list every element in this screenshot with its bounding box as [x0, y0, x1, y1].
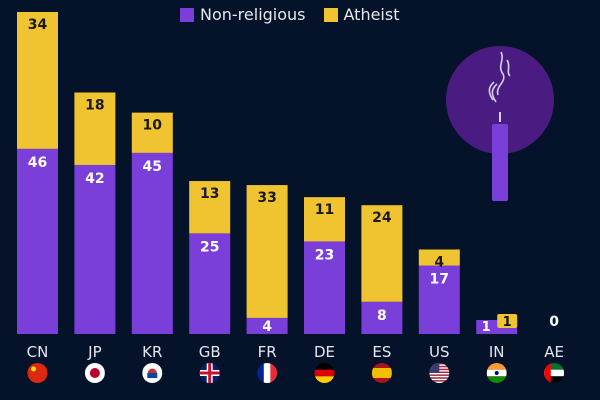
bar-atheist-cn: [17, 12, 58, 149]
tick-label-jp: JP: [87, 343, 101, 361]
bar-atheist-kr: [131, 112, 173, 153]
label-non-religious-fr: 4: [262, 319, 272, 335]
spain-flag-icon: [371, 363, 392, 383]
smoke-line: [488, 81, 495, 101]
bar-non-religious-fr: [246, 317, 288, 334]
tick-label-kr: KR: [142, 343, 162, 361]
tick-label-fr: FR: [258, 343, 277, 361]
france-flag-icon: [257, 363, 278, 383]
label-non-religious-es: 8: [377, 308, 387, 324]
legend-swatch-non-religious: [180, 7, 194, 22]
smoke-line: [496, 51, 505, 96]
bar-non-religious-cn: [17, 148, 58, 334]
bar-non-religious-us: [418, 265, 460, 334]
label-atheist-in: 1: [503, 315, 512, 330]
bar-atheist-jp: [74, 92, 116, 165]
legend-item-atheist: Atheist: [323, 5, 400, 24]
japan-flag-icon: [84, 363, 105, 383]
tick-label-cn: CN: [27, 343, 49, 361]
bar-atheist-gb: [189, 181, 231, 234]
bar-atheist-fr: [246, 185, 288, 318]
smoke-line: [506, 59, 511, 77]
bar-atheist-es: [361, 205, 403, 302]
label-atheist-kr: 10: [143, 118, 163, 134]
usa-flag-icon: [429, 363, 450, 383]
bar-atheist-de: [304, 197, 345, 242]
label-non-religious-jp: 42: [85, 171, 104, 187]
bar-non-religious-kr: [131, 152, 173, 334]
candle-body: [492, 124, 508, 201]
south-korea-flag-icon: [142, 363, 163, 383]
label-atheist-es: 24: [372, 210, 392, 226]
label-atheist-fr: 33: [257, 190, 276, 206]
legend: Non-religious Atheist: [180, 5, 409, 24]
label-non-religious-us: 17: [430, 272, 449, 288]
bar-non-religious-de: [304, 241, 345, 334]
bar-atheist-in: [497, 314, 518, 328]
label-non-religious-gb: 25: [200, 239, 219, 255]
extinguished-candle-icon: [446, 46, 554, 201]
bar-non-religious-gb: [189, 233, 231, 334]
label-non-religious-de: 23: [315, 247, 334, 263]
legend-label-non-religious: Non-religious: [200, 5, 306, 24]
uk-flag-icon: [199, 363, 220, 383]
label-non-religious-cn: 46: [28, 155, 47, 171]
label-atheist-jp: 18: [85, 98, 104, 114]
legend-item-non-religious: Non-religious: [180, 5, 306, 24]
legend-label-atheist: Atheist: [343, 5, 400, 24]
smoke-line: [491, 83, 498, 103]
bar-atheist-us: [418, 249, 460, 266]
tick-label-gb: GB: [199, 343, 221, 361]
label-atheist-gb: 13: [200, 186, 219, 202]
label-atheist-cn: 34: [28, 17, 48, 33]
label-non-religious-in: 1: [482, 320, 491, 335]
tick-label-in: IN: [489, 343, 505, 361]
label-atheist-us: 4: [434, 254, 444, 270]
germany-flag-icon: [314, 363, 335, 383]
india-flag-icon: [486, 363, 507, 383]
tick-label-ae: AE: [544, 343, 564, 361]
label-total-ae: 0: [549, 314, 559, 330]
tick-label-us: US: [429, 343, 450, 361]
tick-label-es: ES: [372, 343, 391, 361]
china-flag-icon: [27, 363, 48, 383]
bar-non-religious-jp: [74, 164, 116, 334]
tick-label-de: DE: [314, 343, 335, 361]
legend-swatch-atheist: [323, 7, 338, 22]
illustration-circle: [446, 46, 554, 154]
label-atheist-de: 11: [315, 202, 334, 218]
uae-flag-icon: [544, 363, 565, 383]
label-non-religious-kr: 45: [143, 159, 162, 175]
bar-non-religious-es: [361, 301, 403, 334]
